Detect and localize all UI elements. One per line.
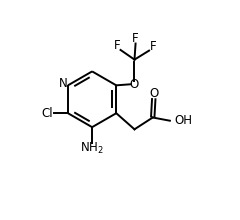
Text: O: O	[149, 87, 158, 100]
Text: NH$_2$: NH$_2$	[80, 141, 104, 156]
Text: F: F	[132, 32, 139, 45]
Text: OH: OH	[175, 114, 193, 127]
Text: F: F	[114, 38, 121, 51]
Text: F: F	[150, 40, 156, 53]
Text: N: N	[59, 77, 68, 90]
Text: O: O	[130, 78, 139, 91]
Text: Cl: Cl	[42, 107, 54, 120]
